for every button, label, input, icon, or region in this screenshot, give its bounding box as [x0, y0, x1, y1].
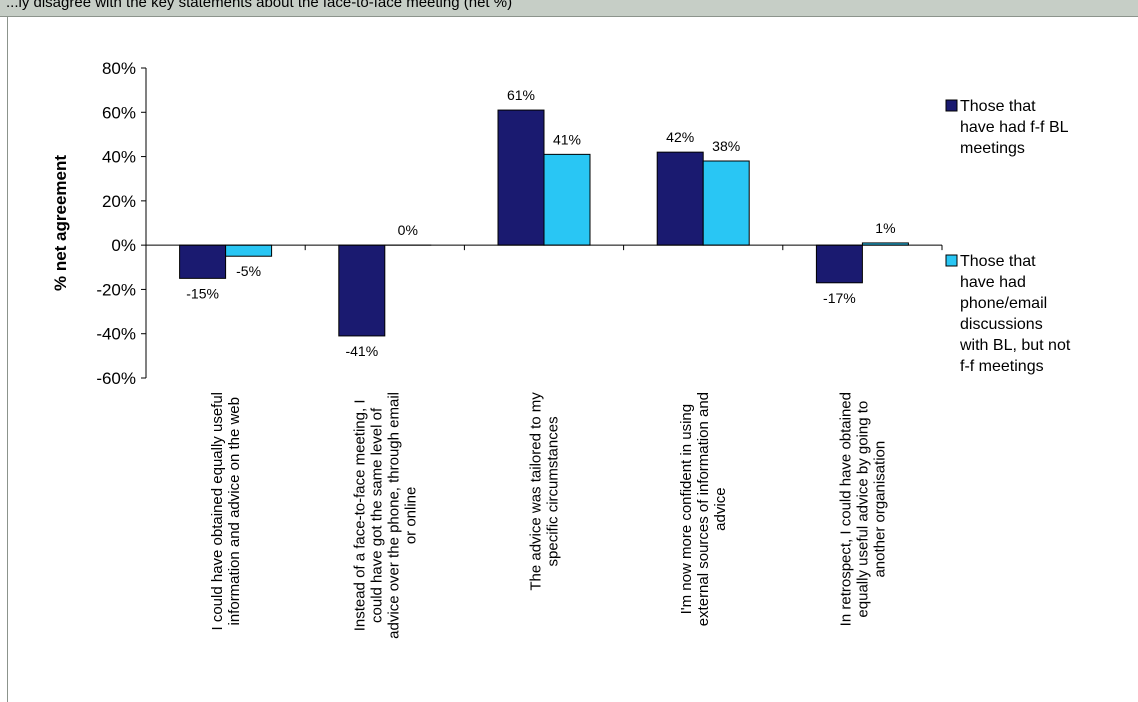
bar-series1-cat2	[338, 244, 386, 337]
legend-label-series2: Those that have had phone/email discussions…	[959, 253, 1071, 375]
legend-label-line: Those that	[960, 98, 1036, 115]
category-label-line: or online	[402, 487, 419, 545]
category-label: Instead of a face-to-face meeting, Icoul…	[351, 392, 419, 639]
category-label-line: equally useful advice by going to	[854, 401, 871, 618]
category-label-line: another organisation	[871, 441, 888, 578]
category-label-line: information and advice on the web	[226, 397, 243, 625]
y-tick-label: -20%	[96, 280, 136, 299]
category-label-line: advice over the phone, through email	[385, 392, 402, 639]
category-label-line: I could have obtained equally useful	[209, 392, 226, 631]
legend-label-line: Those that	[960, 253, 1036, 270]
y-tick-label: 80%	[102, 59, 136, 78]
y-tick-label: -40%	[96, 325, 136, 344]
y-axis-title: % net agreement	[51, 155, 70, 291]
data-label: 41%	[553, 131, 581, 147]
y-tick-label: -60%	[96, 369, 136, 388]
y-tick-label: 60%	[102, 103, 136, 122]
y-tick-label: 20%	[102, 192, 136, 211]
window-title-bar: ...ly disagree with the key statements a…	[0, 0, 1138, 17]
x-axis	[145, 244, 943, 251]
bars: -15% -41% 61% 42% -17% -5% 0% 41% 38% 1%	[179, 87, 909, 359]
category-label: The advice was tailored to myspecific ci…	[528, 392, 562, 591]
category-label-line: specific circumstances	[545, 416, 562, 566]
y-axis: -60% -40% -20% 0% 20% 40% 60% 80% % net agreemen…	[51, 59, 147, 388]
legend-label-line: have had	[960, 274, 1026, 291]
category-label-line: could have got the same level of	[368, 407, 385, 623]
data-label: 61%	[507, 87, 535, 103]
bar-series2-cat4	[702, 160, 750, 246]
legend-label-line: discussions	[960, 316, 1043, 333]
category-label-line: The advice was tailored to my	[528, 392, 545, 591]
data-label: -41%	[345, 343, 378, 359]
category-label-line: I'm now more confident in using	[678, 404, 695, 614]
legend-swatch-series2	[945, 254, 958, 267]
legend-label-line: f-f meetings	[960, 358, 1044, 375]
bar-series2-cat3	[543, 153, 591, 246]
category-label-line: advice	[712, 487, 729, 530]
data-label: 1%	[875, 220, 895, 236]
category-label: I could have obtained equally usefulinfo…	[209, 392, 243, 631]
y-tick-label: 0%	[111, 236, 136, 255]
legend-label-line: phone/email	[960, 295, 1047, 312]
legend-label-line: with BL, but not	[959, 337, 1071, 354]
bar-series1-cat1	[179, 244, 227, 279]
data-label: -17%	[823, 290, 856, 306]
data-label: -5%	[236, 263, 261, 279]
bar-series1-cat5	[815, 244, 863, 284]
legend-label-line: have had f-f BL	[960, 119, 1069, 136]
legend-label-line: meetings	[960, 140, 1025, 157]
category-labels: I could have obtained equally usefulinfo…	[209, 392, 888, 639]
bar-series1-cat3	[497, 109, 545, 246]
category-label: In retrospect, I could have obtainedequa…	[837, 392, 888, 626]
category-label: I'm now more confident in usingexternal …	[678, 392, 729, 626]
window-title: ...ly disagree with the key statements a…	[6, 0, 513, 11]
window-left-border	[7, 17, 8, 702]
y-tick-label: 40%	[102, 148, 136, 167]
category-label-line: external sources of information and	[695, 392, 712, 626]
data-label: -15%	[186, 285, 219, 301]
data-label: 42%	[666, 129, 694, 145]
legend-label-series1: Those that have had f-f BL meetings	[960, 98, 1069, 157]
bar-series2-cat1	[225, 244, 273, 257]
data-label: 0%	[398, 222, 418, 238]
legend-swatch-series1	[945, 99, 958, 112]
category-label-line: In retrospect, I could have obtained	[837, 392, 854, 626]
data-label: 38%	[712, 138, 740, 154]
bar-series1-cat4	[656, 151, 704, 246]
category-label-line: Instead of a face-to-face meeting, I	[351, 400, 368, 632]
